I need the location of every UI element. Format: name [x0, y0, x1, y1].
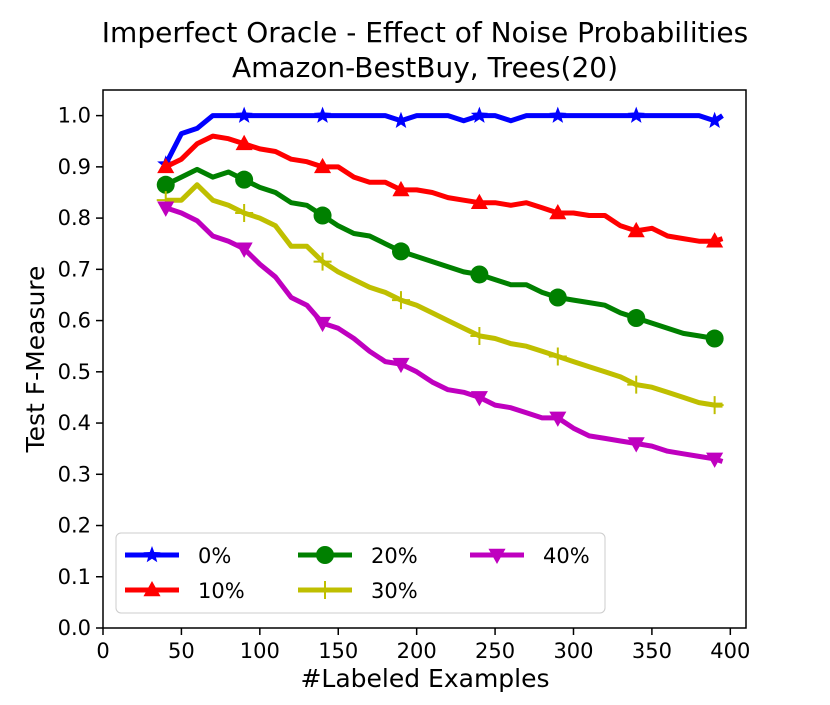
- x-axis: 0 50 100 150 200 250 300 350 400: [96, 628, 750, 663]
- legend-20pct-marker: [316, 546, 334, 564]
- plot-series-group: [156, 106, 724, 468]
- chart-title: Imperfect Oracle - Effect of Noise Proba…: [102, 16, 748, 49]
- x-tick-label: 50: [168, 639, 195, 663]
- legend-20pct-label: 20%: [371, 544, 418, 568]
- legend-0pct-label: 0%: [198, 544, 231, 568]
- series-20pct-point: [391, 242, 410, 261]
- y-tick-label: 0.0: [58, 616, 91, 640]
- y-tick-label: 0.7: [58, 257, 91, 281]
- series-10pct-line: [164, 133, 724, 244]
- series-10pct-point: [627, 221, 645, 238]
- series-40pct-point: [314, 316, 332, 333]
- y-tick-label: 0.4: [58, 411, 91, 435]
- series-0pct-point: [470, 106, 488, 123]
- legend-40pct-marker: [488, 548, 506, 564]
- legend-items: 0% 10% 20% 30% 40%: [125, 544, 590, 603]
- series-0pct-point: [549, 106, 567, 123]
- x-axis-label: #Labeled Examples: [300, 664, 549, 693]
- legend-30pct-marker: [316, 581, 334, 599]
- x-tick-label: 0: [96, 639, 109, 663]
- series-30pct-point: [705, 396, 724, 415]
- series-20pct-point: [705, 329, 724, 348]
- series-40pct-point: [627, 437, 645, 453]
- series-20pct-point: [470, 265, 489, 284]
- series-0pct-point: [314, 106, 332, 123]
- series-40pct-point: [470, 391, 488, 407]
- series-20pct-point: [156, 175, 175, 194]
- series-40pct-point: [235, 242, 253, 258]
- chart-subtitle: Amazon-BestBuy, Trees(20): [232, 51, 618, 84]
- series-30pct-point: [548, 347, 567, 366]
- series-10pct-point: [470, 193, 488, 210]
- legend-10pct-marker: [143, 581, 161, 597]
- series-0pct-point: [235, 106, 253, 123]
- legend-frame: [115, 532, 606, 614]
- y-tick-label: 0.6: [58, 309, 91, 333]
- x-tick-label: 150: [318, 639, 358, 663]
- series-30pct-point: [313, 252, 332, 271]
- series-40pct-point: [706, 452, 724, 468]
- y-tick-label: 0.2: [58, 514, 91, 538]
- series-10pct-point: [235, 134, 253, 151]
- series-10pct-point: [392, 180, 410, 197]
- series-0pct-line: [163, 113, 724, 166]
- x-tick-label: 350: [632, 639, 672, 663]
- series-20pct-point: [548, 288, 567, 307]
- x-tick-label: 250: [475, 639, 515, 663]
- x-tick-label: 400: [710, 639, 750, 663]
- y-axis-label: Test F-Measure: [21, 266, 50, 454]
- series-30pct-point: [235, 203, 254, 222]
- series-40pct-point: [392, 357, 410, 374]
- series-30pct-point: [391, 291, 410, 310]
- y-tick-label: 0.9: [58, 155, 91, 179]
- y-tick-label: 1.0: [58, 104, 91, 128]
- series-40pct-point: [157, 201, 175, 217]
- y-tick-label: 0.8: [58, 206, 91, 230]
- series-30pct-point: [627, 375, 646, 394]
- series-20pct-point: [627, 309, 646, 328]
- plot-area-frame: [102, 89, 747, 629]
- x-tick-label: 300: [553, 639, 593, 663]
- series-10pct-point: [549, 203, 567, 220]
- legend-10pct-label: 10%: [198, 579, 245, 603]
- series-30pct-point: [470, 326, 489, 345]
- series-0pct-point: [706, 111, 724, 129]
- series-40pct-point: [549, 411, 567, 427]
- series-0pct-point: [392, 111, 410, 129]
- y-axis: 0.0 0.1 0.2 0.3 0.4 0.5 0.6 0.7 0.8 0.9 1.0: [58, 104, 103, 640]
- series-20pct-point: [235, 170, 254, 189]
- series-0pct-point: [627, 106, 645, 123]
- series-10pct-point: [314, 157, 332, 174]
- y-tick-label: 0.5: [58, 360, 91, 384]
- series-10pct-point: [706, 232, 724, 248]
- legend: 0% 10% 20% 30% 40%: [115, 532, 606, 614]
- series-10pct-point: [157, 157, 175, 174]
- y-tick-label: 0.1: [58, 565, 91, 589]
- legend-30pct-label: 30%: [371, 579, 418, 603]
- x-tick-label: 100: [240, 639, 280, 663]
- series-30pct-line: [165, 182, 723, 408]
- series-20pct-point: [313, 206, 332, 225]
- legend-40pct-label: 40%: [543, 544, 590, 568]
- y-tick-label: 0.3: [58, 462, 91, 486]
- legend-0pct-marker: [143, 546, 161, 563]
- x-tick-label: 200: [397, 639, 437, 663]
